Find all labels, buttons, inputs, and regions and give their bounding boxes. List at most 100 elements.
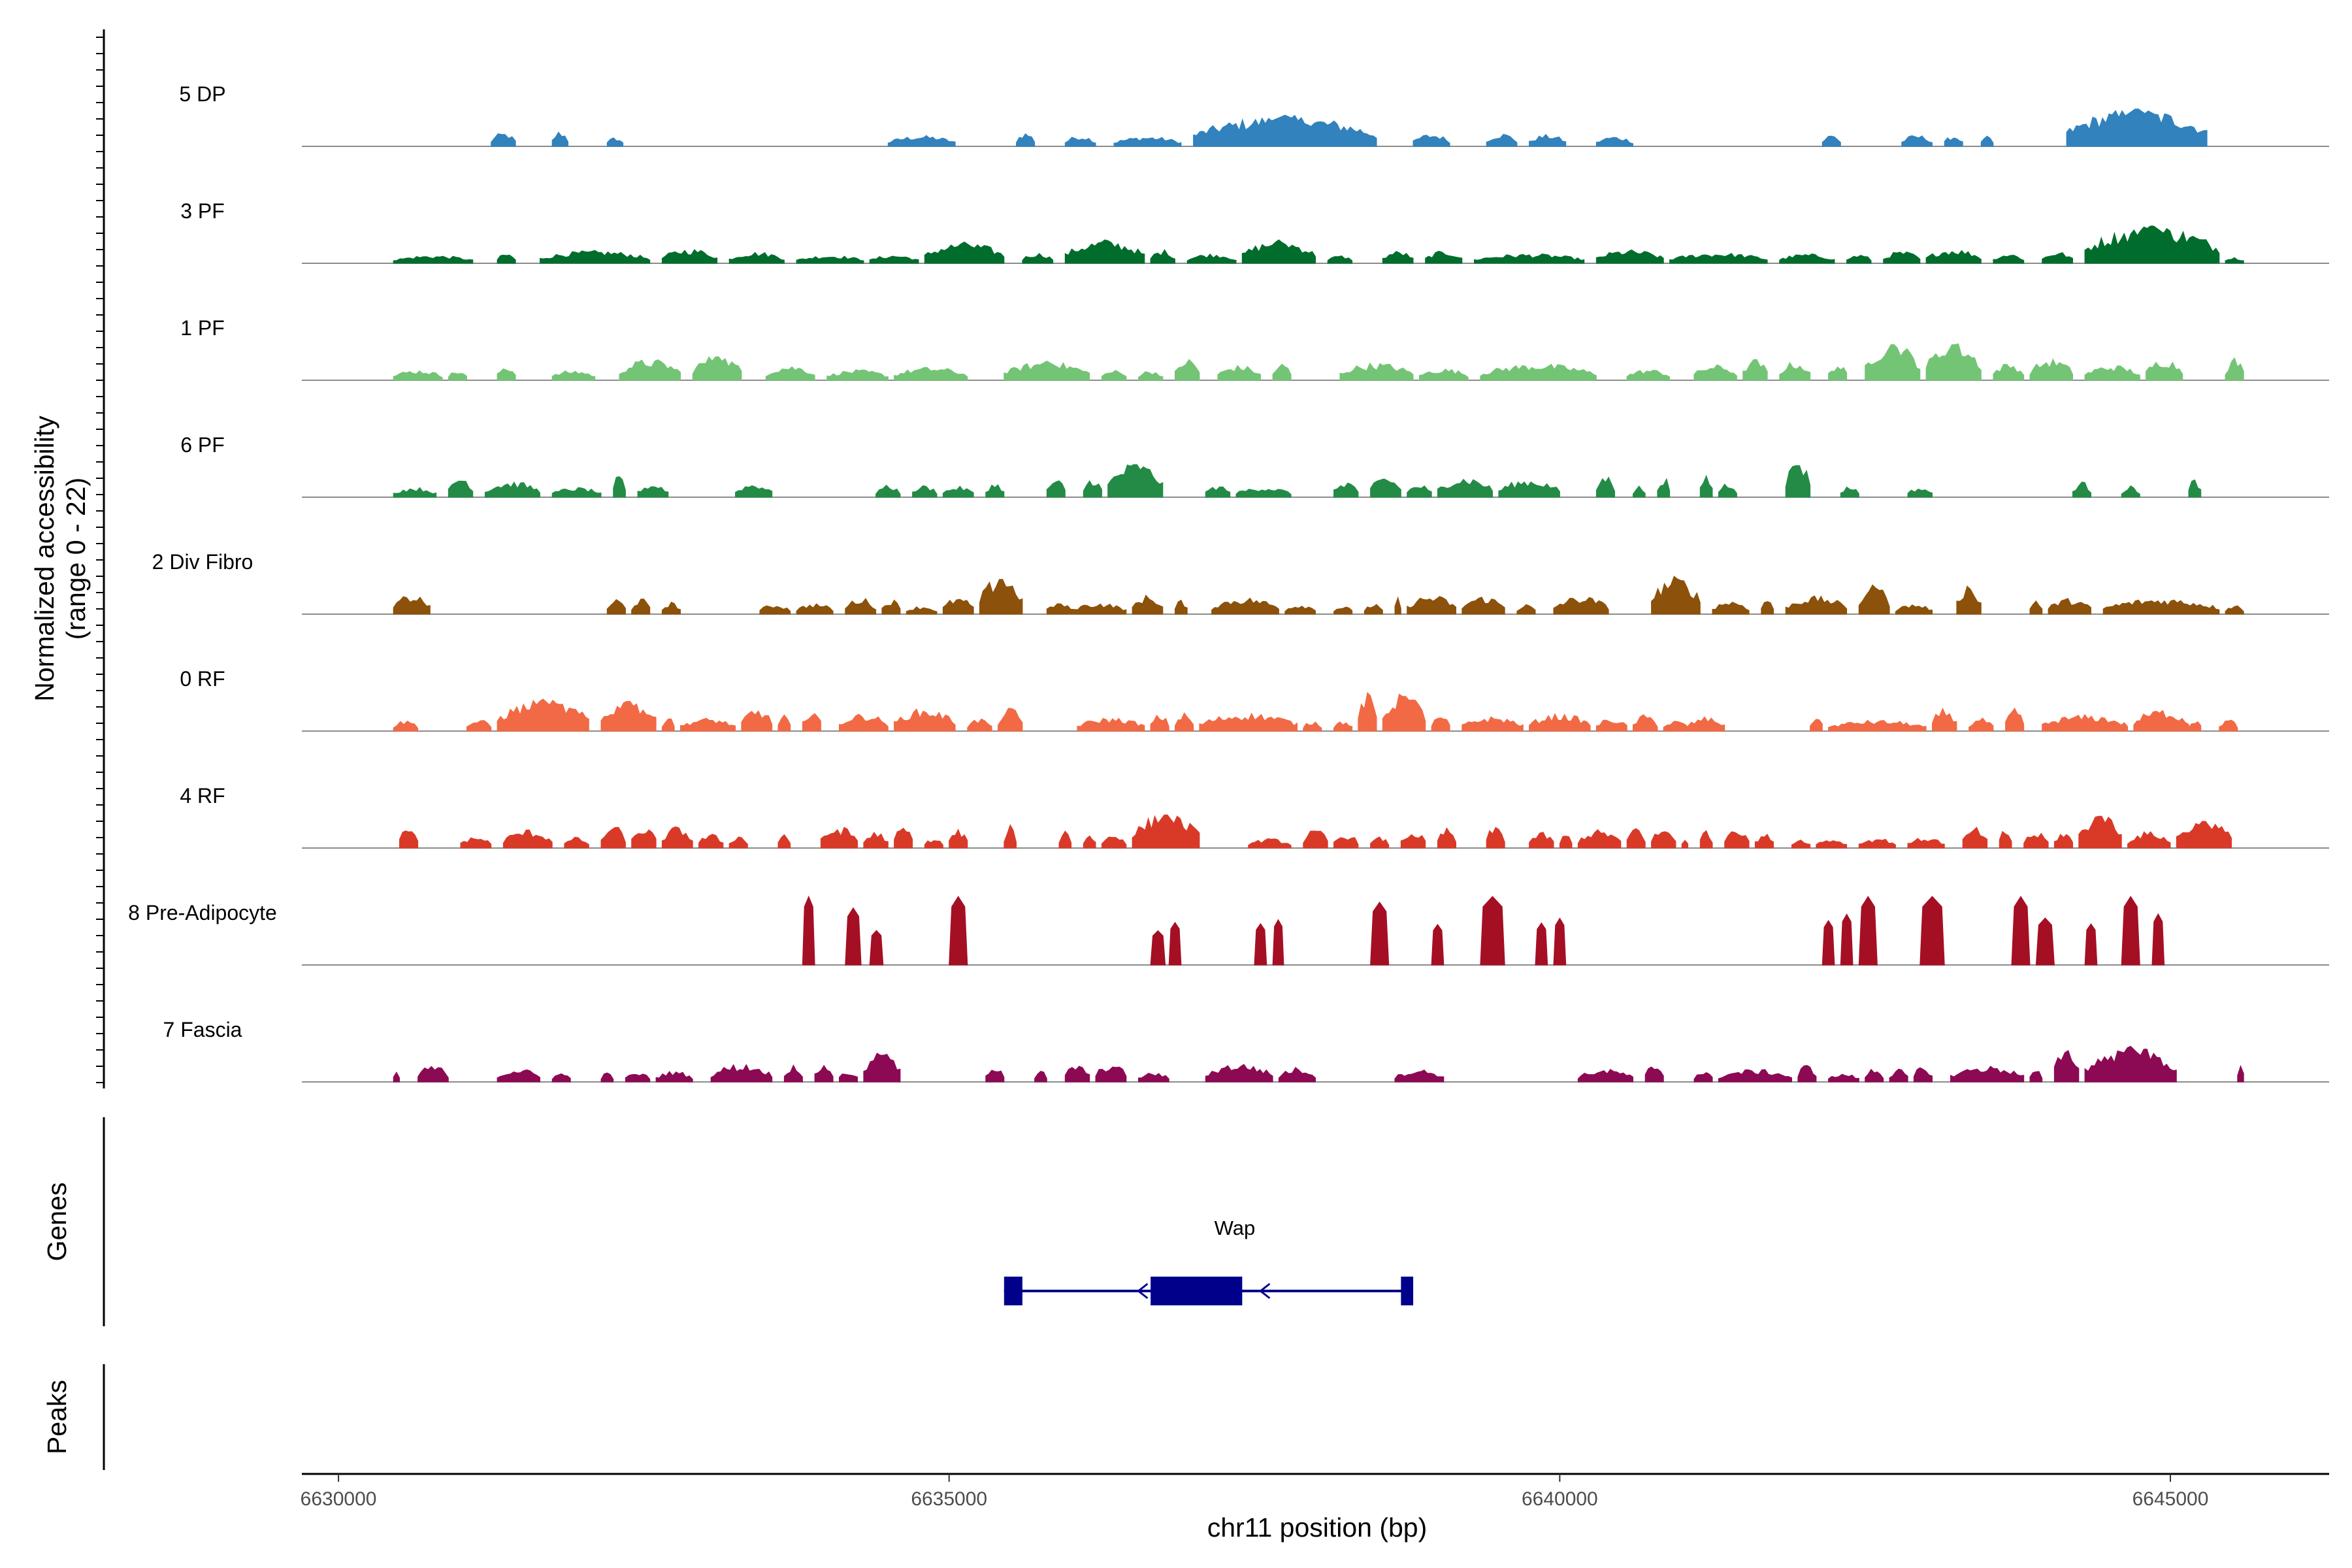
coverage-peak: [497, 368, 516, 381]
track-0-rf: 0 RF: [180, 667, 2329, 732]
coverage-peak: [1718, 1069, 1792, 1083]
coverage-peak: [1993, 364, 2025, 381]
coverage-peak: [1138, 1073, 1169, 1083]
coverage-peak: [894, 708, 956, 732]
coverage-peak: [1754, 834, 1774, 849]
coverage-peak: [417, 1066, 449, 1083]
coverage-peak: [2029, 600, 2043, 615]
coverage-peak: [759, 605, 791, 615]
x-tick-label: 6645000: [2132, 1488, 2209, 1510]
coverage-peak: [1883, 251, 1921, 264]
coverage-peak: [1101, 836, 1127, 849]
coverage-peak: [2084, 1045, 2177, 1083]
coverage-peak: [765, 366, 815, 381]
coverage-peak: [1779, 361, 1811, 381]
coverage-peak: [1559, 836, 1573, 849]
coverage-peak: [2133, 710, 2189, 732]
coverage-peak: [2237, 1064, 2244, 1083]
coverage-peak: [1394, 596, 1401, 615]
coverage-peak: [1681, 840, 1689, 849]
coverage-peak: [1693, 364, 1737, 381]
track-4-rf: 4 RF: [180, 784, 2329, 849]
gene-strand-arrow: [1401, 1282, 1414, 1299]
coverage-peak: [1150, 249, 1175, 264]
coverage-peak: [600, 826, 626, 849]
coverage-peak: [912, 485, 938, 498]
coverage-peak: [1407, 485, 1432, 498]
coverage-peak: [1529, 713, 1591, 732]
y-axis-title-line1: Normalized accessibility: [29, 416, 59, 702]
gene-strand-arrow: [1258, 1282, 1271, 1299]
coverage-peak: [448, 480, 474, 498]
coverage-peak: [998, 708, 1023, 732]
coverage-peak: [1785, 465, 1811, 498]
coverage-peak: [1633, 714, 1658, 732]
coverage-peak: [661, 826, 693, 849]
coverage-peak: [783, 1064, 803, 1083]
coverage-peak: [1498, 481, 1560, 498]
coverage-peak: [1999, 830, 2012, 849]
coverage-peak: [814, 1064, 834, 1083]
coverage-peak: [1248, 838, 1292, 849]
coverage-peak: [1370, 901, 1390, 966]
coverage-peak: [1742, 359, 1768, 381]
coverage-peak: [393, 1071, 400, 1083]
coverage-peak: [985, 483, 1005, 498]
gene-track: Wap: [1004, 1217, 1414, 1305]
x-axis-title: chr11 position (bp): [1207, 1512, 1428, 1543]
coverage-peak: [1840, 486, 1859, 498]
coverage-peak: [802, 713, 821, 732]
coverage-peak: [680, 717, 736, 732]
coverage-peak: [2225, 257, 2244, 264]
coverage-peak: [1101, 370, 1127, 381]
coverage-peak: [1919, 896, 1945, 966]
coverage-peak: [1370, 836, 1390, 849]
peaks-panel-label: Peaks: [42, 1380, 72, 1454]
track-5-dp: 5 DP: [179, 82, 2329, 147]
coverage-peak: [875, 484, 901, 498]
coverage-peak: [1132, 594, 1164, 615]
coverage-peak: [1370, 478, 1401, 498]
track-8-pre-adipocyte: 8 Pre-Adipocyte: [128, 895, 2329, 966]
coverage-peak: [393, 487, 437, 498]
coverage-peak: [393, 596, 431, 615]
coverage-peak: [2078, 815, 2122, 849]
coverage-peak: [2188, 479, 2202, 498]
coverage-peak: [2042, 252, 2073, 264]
track-label: 6 PF: [180, 433, 225, 457]
coverage-peak: [1217, 365, 1261, 381]
coverage-peak: [1626, 370, 1671, 381]
coverage-peak: [1907, 838, 1945, 849]
coverage-peak: [1932, 708, 1957, 732]
coverage-peak: [1633, 485, 1646, 498]
coverage-peak: [1993, 254, 2025, 264]
coverage-peak: [1785, 595, 1848, 615]
coverage-peak: [1889, 1068, 1908, 1083]
coverage-peak: [1064, 239, 1145, 264]
genes-panel-label: Genes: [42, 1183, 72, 1262]
coverage-peak: [2225, 357, 2244, 381]
coverage-peak: [1004, 361, 1090, 381]
coverage-peak: [502, 829, 553, 849]
coverage-peak: [606, 599, 626, 615]
coverage-peak: [2029, 1071, 2043, 1083]
x-tick-label: 6635000: [911, 1488, 987, 1510]
coverage-peak: [1407, 596, 1456, 615]
x-tick-label: 6640000: [1522, 1488, 1598, 1510]
coverage-peak: [1150, 714, 1169, 732]
coverage-peak: [484, 481, 540, 498]
coverage-peak: [802, 895, 815, 966]
coverage-peak: [1907, 488, 1933, 498]
coverage-peak: [906, 606, 938, 615]
coverage-peak: [1535, 922, 1548, 966]
coverage-peak: [1462, 716, 1524, 732]
coverage-peak: [924, 840, 943, 849]
coverage-peak: [2121, 485, 2140, 498]
coverage-peak: [491, 133, 516, 147]
coverage-peak: [869, 255, 919, 264]
coverage-peak: [1016, 133, 1036, 147]
coverage-peak: [1046, 480, 1066, 498]
coverage-peak: [863, 831, 889, 849]
y-axis-title-line2: (range 0 - 22): [61, 478, 91, 640]
coverage-peak: [1333, 482, 1359, 498]
